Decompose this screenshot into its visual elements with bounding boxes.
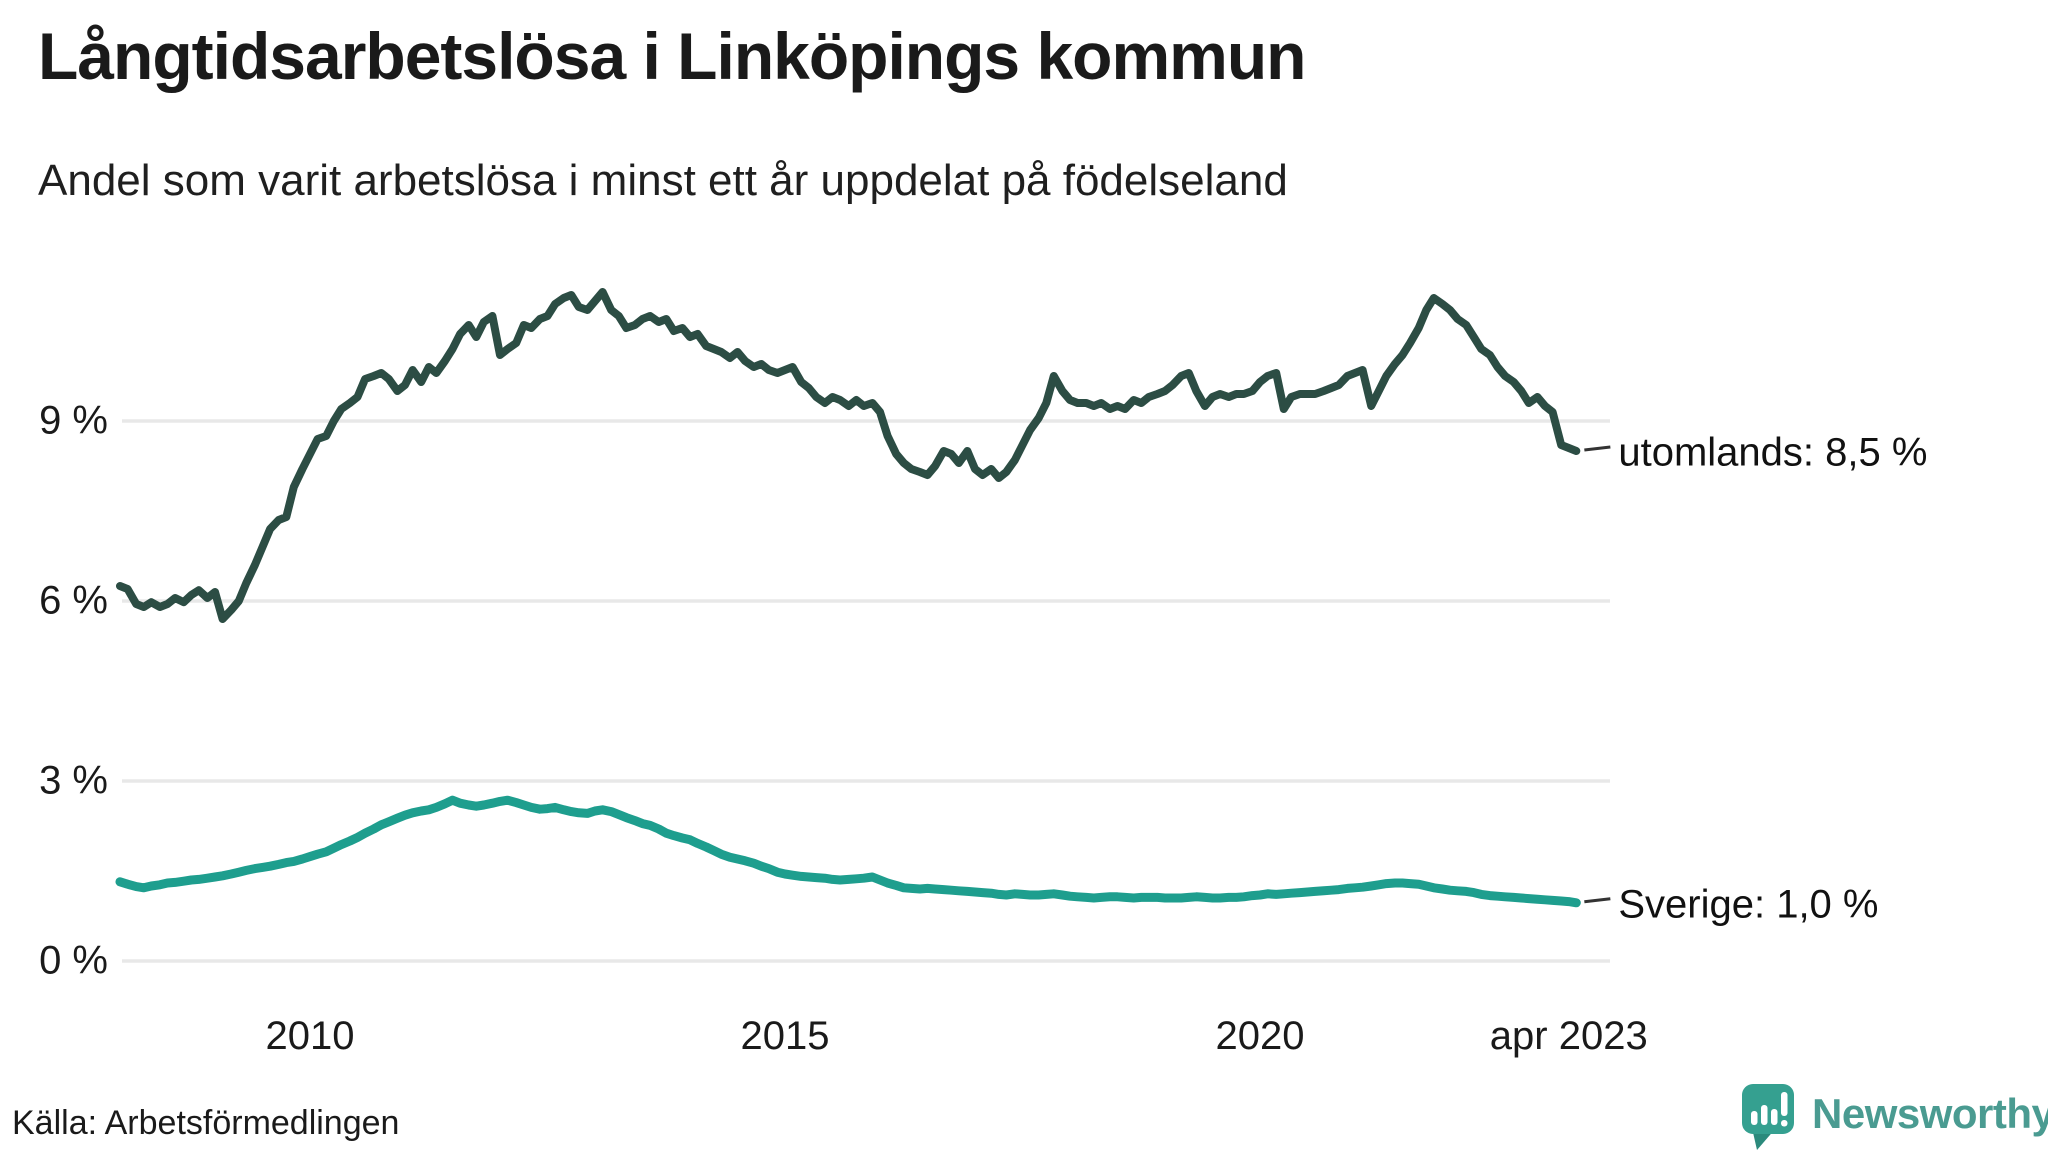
page-title: Långtidsarbetslösa i Linköpings kommun bbox=[38, 19, 1306, 93]
x-tick-label-2010: 2010 bbox=[265, 1014, 355, 1058]
y-tick-label-3: 3 % bbox=[39, 758, 108, 803]
utomlands-label-dash bbox=[1584, 445, 1611, 452]
gridlines bbox=[122, 419, 1610, 963]
y-tick-label-6: 6 % bbox=[39, 578, 108, 623]
series-lines bbox=[115, 288, 1581, 908]
newsworthy-logo-icon bbox=[1742, 1084, 1794, 1150]
series-label-utomlands: utomlands: 8,5 % bbox=[1618, 430, 1928, 475]
y-tick-label-0: 0 % bbox=[39, 938, 108, 983]
newsworthy-wordmark: Newsworthy bbox=[1812, 1090, 2048, 1137]
sverige-line bbox=[115, 795, 1581, 908]
x-tick-label-2020: 2020 bbox=[1215, 1014, 1305, 1058]
series-label-sverige: Sverige: 1,0 % bbox=[1618, 882, 1879, 927]
page-subtitle: Andel som varit arbetslösa i minst ett å… bbox=[38, 156, 1288, 205]
newsworthy-branding: Newsworthy bbox=[1740, 1080, 2048, 1152]
logo-bar-chart-glyph bbox=[1751, 1092, 1788, 1127]
x-tick-label-apr-2023: apr 2023 bbox=[1489, 1014, 1648, 1058]
source-attribution: Källa: Arbetsförmedlingen bbox=[12, 1104, 400, 1142]
label-connector-dashes bbox=[1584, 445, 1611, 904]
y-tick-label-9: 9 % bbox=[39, 398, 108, 443]
utomlands-line bbox=[116, 288, 1581, 623]
x-tick-label-2015: 2015 bbox=[740, 1014, 830, 1058]
sverige-label-dash bbox=[1584, 897, 1611, 904]
